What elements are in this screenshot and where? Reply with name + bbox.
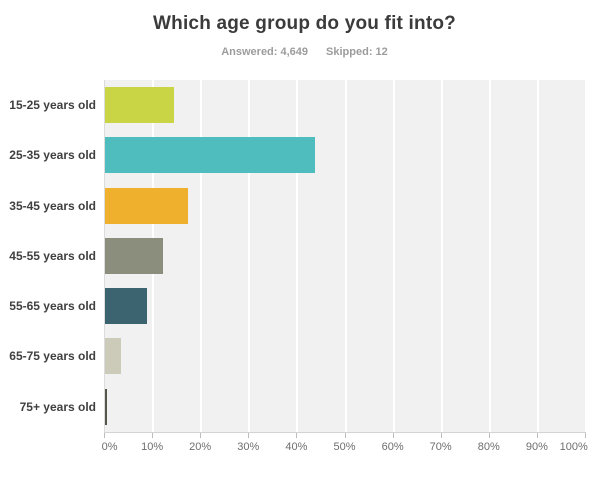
x-tick-mark (200, 433, 202, 438)
gridline-40 (296, 80, 299, 432)
category-label: 65-75 years old (9, 349, 96, 364)
x-tick-label: 0% (101, 441, 118, 453)
plot-area (104, 80, 587, 433)
x-tick-label: 70% (429, 441, 452, 453)
gridline-80 (488, 80, 491, 432)
x-tick-label: 40% (285, 441, 308, 453)
x-tick-mark (488, 433, 490, 438)
bar-65-75-years-old[interactable] (105, 338, 122, 375)
x-tick-label: 20% (189, 441, 212, 453)
category-label: 45-55 years old (9, 248, 96, 263)
x-tick-label: 30% (237, 441, 260, 453)
x-axis: 0% 10% 20% 30% 40% 50% 60% 70% 80% 90% 100% (101, 433, 588, 463)
x-tick-mark (344, 433, 346, 438)
x-tick-mark (585, 433, 586, 438)
gridline-30 (248, 80, 251, 432)
gridline-100 (585, 80, 587, 432)
gridline-60 (392, 80, 395, 432)
x-tick-mark (104, 433, 105, 438)
category-label: 35-45 years old (9, 198, 96, 213)
gridline-50 (344, 80, 347, 432)
gridline-90 (536, 80, 539, 432)
x-tick-label: 10% (141, 441, 164, 453)
bar-15-25-years-old[interactable] (105, 87, 174, 123)
category-labels: 15-25 years old 25-35 years old 35-45 year… (0, 80, 96, 432)
bar-75-years-old[interactable] (105, 388, 107, 425)
x-tick-mark (440, 433, 442, 438)
gridline-70 (440, 80, 443, 432)
bar-25-35-years-old[interactable] (105, 137, 316, 174)
category-label: 55-65 years old (9, 299, 96, 314)
x-tick-label: 100% (559, 441, 588, 453)
chart-title: Which age group do you fit into? (153, 13, 456, 34)
bar-45-55-years-old[interactable] (105, 237, 164, 274)
x-tick-mark (392, 433, 394, 438)
bar-35-45-years-old[interactable] (105, 187, 189, 224)
x-tick-mark (296, 433, 298, 438)
category-label: 15-25 years old (9, 98, 96, 112)
x-tick-mark (536, 433, 538, 438)
x-tick-label: 60% (381, 441, 404, 453)
x-tick-label: 90% (525, 441, 548, 453)
bar-55-65-years-old[interactable] (105, 288, 148, 325)
category-label: 25-35 years old (9, 148, 96, 163)
gridline-20 (200, 80, 203, 432)
x-tick-label: 50% (333, 441, 356, 453)
category-label: 75+ years old (19, 399, 96, 414)
answered-count: Answered: 4,649 (221, 46, 309, 58)
x-tick-mark (152, 433, 154, 438)
x-tick-label: 80% (477, 441, 500, 453)
x-tick-mark (248, 433, 250, 438)
skipped-count: Skipped: 12 (326, 46, 388, 58)
chart-substats: Answered: 4,649 Skipped: 12 (0, 46, 609, 58)
